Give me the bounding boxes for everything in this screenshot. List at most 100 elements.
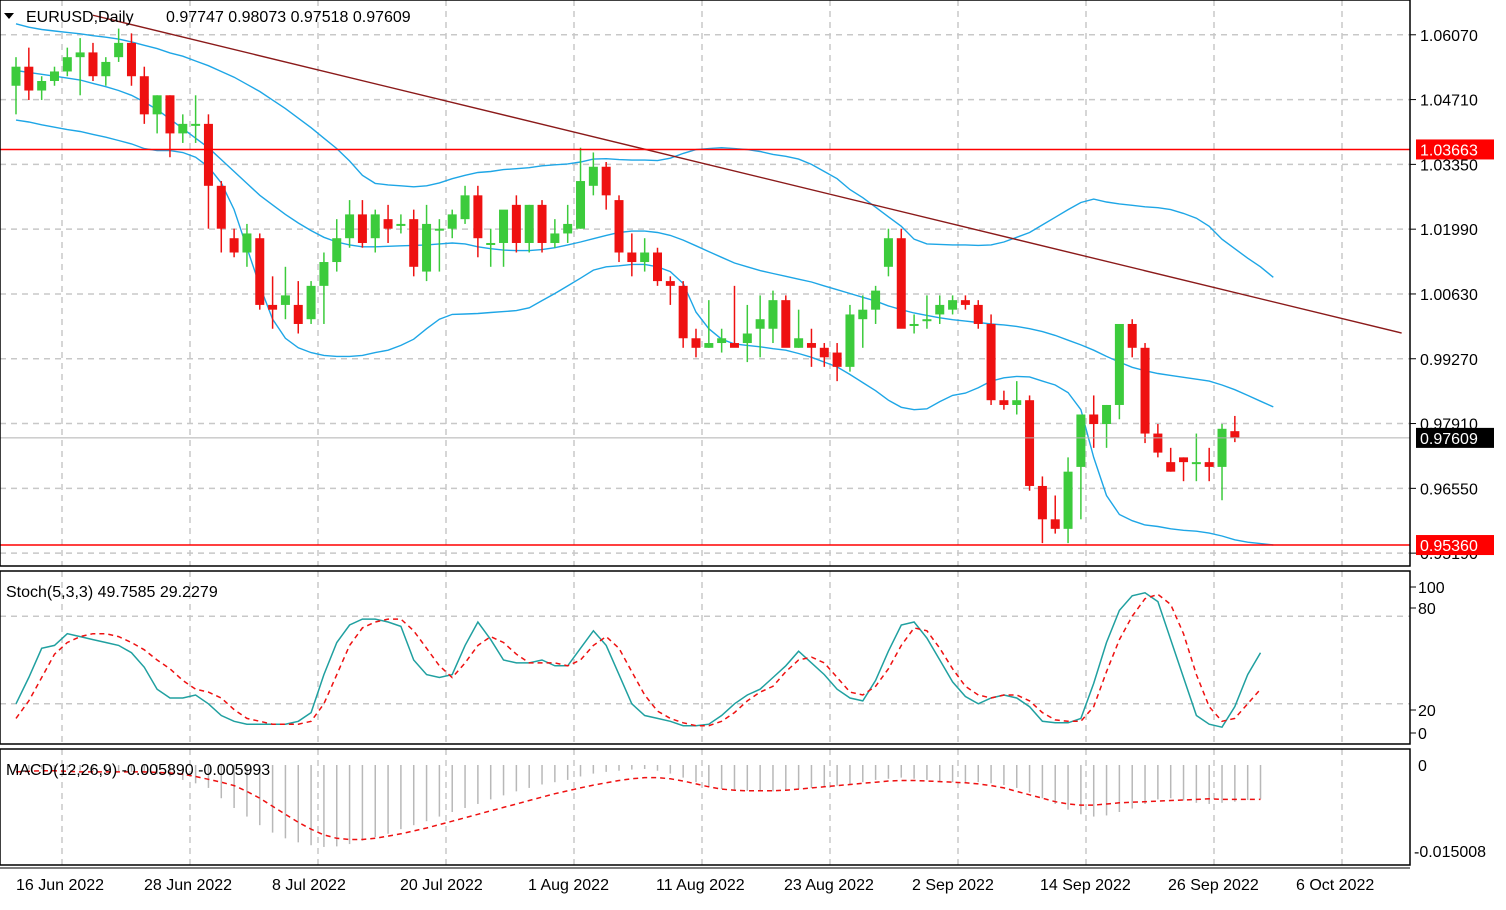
candle-body bbox=[1127, 323, 1137, 348]
candle-body bbox=[665, 281, 675, 286]
x-tick-label: 14 Sep 2022 bbox=[1040, 877, 1131, 894]
current-price-label: 0.97609 bbox=[1420, 431, 1478, 448]
candle-body bbox=[845, 314, 855, 367]
y-tick-label: 1.04710 bbox=[1420, 93, 1478, 110]
candle-body bbox=[11, 66, 21, 86]
candle-body bbox=[126, 42, 136, 77]
stoch-tick-label: 0 bbox=[1418, 726, 1427, 743]
candle-body bbox=[678, 285, 688, 339]
candle-body bbox=[293, 304, 303, 324]
candle-body bbox=[114, 42, 124, 58]
candle-body bbox=[1114, 323, 1124, 405]
candle-body bbox=[229, 238, 239, 253]
frame-layer bbox=[0, 0, 1411, 869]
stoch-tick-label: 100 bbox=[1418, 580, 1445, 597]
candle-body bbox=[370, 214, 380, 239]
candle-body bbox=[768, 300, 778, 329]
candle-body bbox=[973, 304, 983, 324]
candle-body bbox=[717, 338, 727, 344]
candle-body bbox=[588, 166, 598, 186]
candle-body bbox=[383, 219, 393, 229]
x-tick-label: 20 Jul 2022 bbox=[400, 877, 483, 894]
candle-body bbox=[986, 323, 996, 401]
level-price-label: 1.03663 bbox=[1420, 142, 1478, 159]
candle-body bbox=[88, 52, 98, 77]
candle-body bbox=[922, 319, 932, 322]
y-tick-label: 0.99270 bbox=[1420, 352, 1478, 369]
price-panel bbox=[0, 14, 1410, 546]
x-tick-label: 8 Jul 2022 bbox=[272, 877, 346, 894]
bollinger-upper-line bbox=[15, 23, 1274, 278]
candle-body bbox=[1179, 457, 1189, 463]
candle-body bbox=[37, 80, 47, 91]
trendline bbox=[92, 14, 1402, 334]
stoch-tick-label: 20 bbox=[1418, 703, 1436, 720]
x-tick-label: 26 Sep 2022 bbox=[1168, 877, 1259, 894]
candle-body bbox=[511, 204, 521, 243]
candle-body bbox=[935, 304, 945, 315]
candle-body bbox=[1230, 431, 1240, 438]
candle-body bbox=[896, 238, 906, 329]
stochastic-panel bbox=[15, 591, 1262, 729]
candle-body bbox=[1140, 347, 1150, 434]
y-tick-label: 1.00630 bbox=[1420, 287, 1478, 304]
grid-layer bbox=[0, 0, 1410, 865]
symbol-timeframe-label: EURUSD,Daily bbox=[26, 9, 134, 26]
candle-body bbox=[409, 219, 419, 267]
candle-body bbox=[460, 195, 470, 220]
candle-body bbox=[486, 242, 496, 245]
candle-body bbox=[396, 223, 406, 226]
candle-body bbox=[434, 228, 444, 231]
stoch-tick-label: 80 bbox=[1418, 601, 1436, 618]
candle-body bbox=[24, 66, 34, 91]
candle-body bbox=[729, 343, 739, 348]
candle-body bbox=[640, 252, 650, 263]
candle-body bbox=[883, 238, 893, 267]
x-tick-label: 23 Aug 2022 bbox=[784, 877, 874, 894]
axis-layer: 16 Jun 2022 28 Jun 2022 8 Jul 2022 20 Jul 2… bbox=[16, 28, 1494, 894]
candle-body bbox=[537, 204, 547, 243]
candle-body bbox=[306, 285, 316, 320]
x-tick-label: 2 Sep 2022 bbox=[912, 877, 994, 894]
candle-body bbox=[653, 252, 662, 282]
candle-body bbox=[550, 233, 560, 243]
candle-body bbox=[49, 71, 59, 81]
macd-label: MACD(12,26,9) -0.005890 -0.005993 bbox=[6, 762, 270, 779]
candle-body bbox=[178, 123, 188, 134]
header-layer: EURUSD,Daily 0.97747 0.98073 0.97518 0.9… bbox=[4, 9, 411, 779]
candle-body bbox=[1012, 400, 1022, 405]
x-tick-label: 16 Jun 2022 bbox=[16, 877, 104, 894]
candle-body bbox=[280, 295, 290, 305]
candle-body bbox=[794, 338, 804, 348]
candle-body bbox=[242, 233, 252, 253]
x-tick-label: 11 Aug 2022 bbox=[656, 877, 745, 894]
candle-body bbox=[704, 343, 714, 348]
candle-body bbox=[345, 214, 355, 239]
candle-body bbox=[627, 252, 637, 263]
candle-body bbox=[524, 204, 534, 243]
candle-body bbox=[75, 52, 85, 58]
macd-panel bbox=[15, 765, 1262, 847]
candle-body bbox=[1025, 400, 1035, 486]
candle-body bbox=[999, 400, 1009, 405]
y-tick-label: 1.01990 bbox=[1420, 222, 1478, 239]
level-price-label: 0.95360 bbox=[1420, 538, 1478, 555]
candle-body bbox=[203, 123, 213, 186]
stochastic-label: Stoch(5,3,3) 49.7585 29.2279 bbox=[6, 584, 218, 601]
candle-body bbox=[614, 200, 624, 253]
candle-body bbox=[268, 304, 278, 310]
candle-body bbox=[832, 352, 842, 367]
candle-body bbox=[499, 209, 509, 243]
stoch-main-line bbox=[15, 591, 1262, 729]
candle-body bbox=[960, 300, 970, 305]
candle-body bbox=[447, 214, 457, 229]
candle-body bbox=[165, 95, 175, 134]
candle-body bbox=[1063, 471, 1073, 529]
candle-body bbox=[691, 338, 701, 348]
chart-menu-triangle-icon[interactable] bbox=[4, 13, 14, 19]
macd-tick-label: -0.015008 bbox=[1414, 844, 1486, 861]
macd-tick-label: 0 bbox=[1418, 758, 1427, 775]
macd-panel-frame bbox=[0, 748, 1411, 866]
